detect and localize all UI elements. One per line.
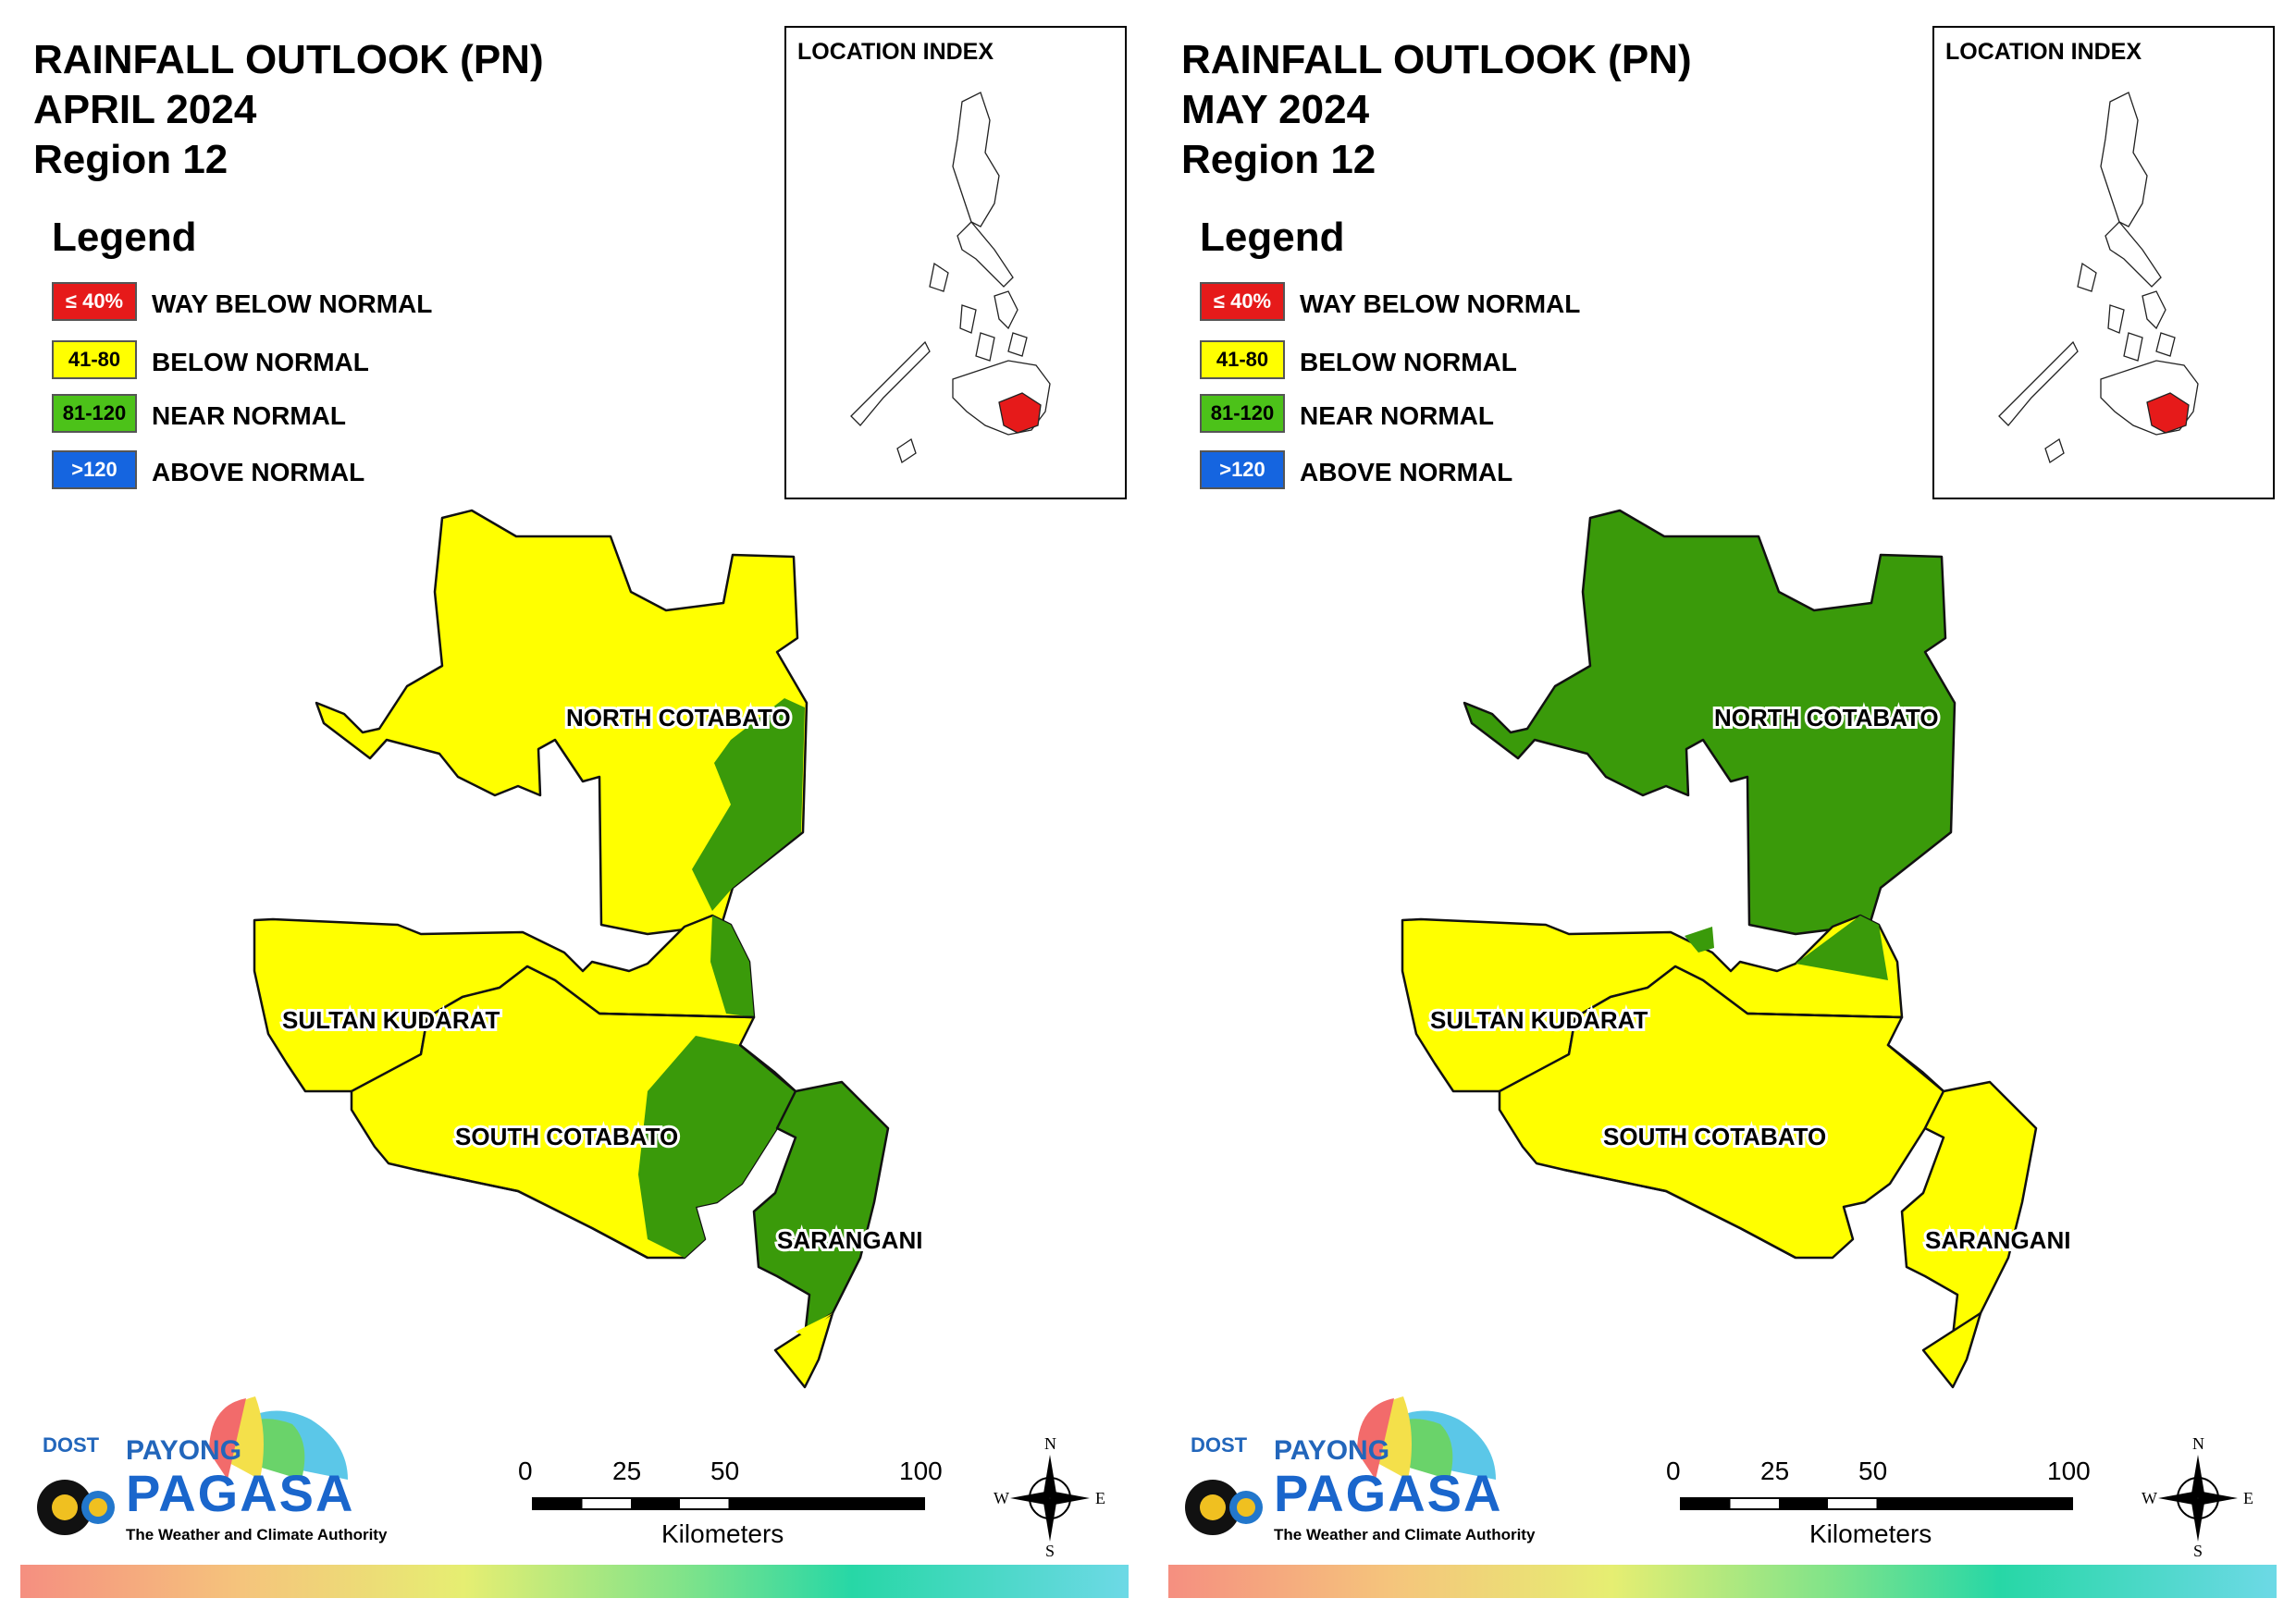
scale-bar: 0 25 50 100 Kilometers <box>1666 1457 2092 1568</box>
label-south-cotabato: SOUTH COTABATO <box>455 1123 678 1150</box>
legend-label: ABOVE NORMAL <box>1300 458 1513 486</box>
legend-item-way-below: ≤ 40% WAY BELOW NORMAL <box>52 282 440 323</box>
province-north-cotabato-near-normal <box>692 698 805 911</box>
pagasa-logo: DOST PAYONG PAGASA The Weather and Clima… <box>1181 1387 1542 1563</box>
map-title: RAINFALL OUTLOOK (PN) MAY 2024 Region 12 <box>1181 35 1692 185</box>
logo-tagline: The Weather and Climate Authority <box>126 1526 388 1543</box>
legend-label: NEAR NORMAL <box>152 401 346 430</box>
compass-n: N <box>1044 1434 1056 1453</box>
compass-s: S <box>2193 1542 2203 1560</box>
legend-item-above: >120 ABOVE NORMAL <box>52 450 440 491</box>
legend-item-below: 41-80 BELOW NORMAL <box>52 340 440 381</box>
legend-item-near: 81-120 NEAR NORMAL <box>1200 394 1588 435</box>
legend-label: BELOW NORMAL <box>1300 348 1517 376</box>
legend-label: WAY BELOW NORMAL <box>152 289 433 318</box>
legend-swatch: 81-120 <box>52 394 137 433</box>
scale-tick-25: 25 <box>612 1457 642 1485</box>
legend-swatch: >120 <box>1200 450 1285 489</box>
location-index-title: LOCATION INDEX <box>1945 39 2142 65</box>
scale-unit: Kilometers <box>661 1519 784 1548</box>
location-index: LOCATION INDEX <box>784 26 1127 499</box>
footer-gradient-bar <box>20 1565 1129 1598</box>
legend-item-below: 41-80 BELOW NORMAL <box>1200 340 1588 381</box>
philippines-index-map <box>850 92 1051 464</box>
logo-brand-top: PAYONG <box>126 1435 242 1466</box>
location-index-title: LOCATION INDEX <box>797 39 994 65</box>
logo-brand-main: PAGASA <box>1274 1464 1503 1522</box>
philippines-index-map <box>1998 92 2199 464</box>
title-line-2: APRIL 2024 <box>33 87 257 132</box>
legend-label: ABOVE NORMAL <box>152 458 365 486</box>
panel-may: RAINFALL OUTLOOK (PN) MAY 2024 Region 12… <box>1148 0 2296 1623</box>
logo-tagline: The Weather and Climate Authority <box>1274 1526 1536 1543</box>
legend-item-way-below: ≤ 40% WAY BELOW NORMAL <box>1200 282 1588 323</box>
scale-unit: Kilometers <box>1809 1519 1932 1548</box>
legend-swatch: 41-80 <box>52 340 137 379</box>
legend-label: WAY BELOW NORMAL <box>1300 289 1581 318</box>
scale-tick-100: 100 <box>899 1457 943 1485</box>
compass-e: E <box>1095 1489 1105 1507</box>
scale-tick-50: 50 <box>710 1457 740 1485</box>
label-sultan-kudarat: SULTAN KUDARAT <box>1430 1006 1648 1034</box>
label-north-cotabato: NORTH COTABATO <box>1714 704 1939 732</box>
legend-title: Legend <box>1200 215 1345 260</box>
compass-e: E <box>2243 1489 2253 1507</box>
compass-w: W <box>2142 1489 2157 1507</box>
north-arrow: N S W E <box>2142 1434 2253 1560</box>
legend-label: BELOW NORMAL <box>152 348 369 376</box>
legend-label: NEAR NORMAL <box>1300 401 1494 430</box>
logo-brand-main: PAGASA <box>126 1464 355 1522</box>
north-arrow: N S W E <box>994 1434 1105 1560</box>
province-sarangani <box>738 1043 890 1338</box>
legend-title: Legend <box>52 215 197 260</box>
umbrella-icon <box>37 1396 348 1535</box>
legend-item-above: >120 ABOVE NORMAL <box>1200 450 1588 491</box>
compass-icon <box>2158 1455 2238 1542</box>
compass-icon <box>1010 1455 1090 1542</box>
region12-map: NORTH COTABATO SULTAN KUDARAT SOUTH COTA… <box>1401 509 2073 1389</box>
title-line-3: Region 12 <box>33 137 228 182</box>
legend-swatch: ≤ 40% <box>52 282 137 321</box>
title-line-1: RAINFALL OUTLOOK (PN) <box>1181 37 1692 82</box>
logo-agency: DOST <box>43 1433 100 1457</box>
logo-brand-top: PAYONG <box>1274 1435 1390 1466</box>
scale-bar: 0 25 50 100 Kilometers <box>518 1457 944 1568</box>
panel-april: RAINFALL OUTLOOK (PN) APRIL 2024 Region … <box>20 26 1129 1598</box>
title-line-1: RAINFALL OUTLOOK (PN) <box>33 37 544 82</box>
legend-swatch: 41-80 <box>1200 340 1285 379</box>
scale-bar-graphic <box>532 1497 925 1510</box>
compass-s: S <box>1045 1542 1055 1560</box>
scale-tick-50: 50 <box>1858 1457 1888 1485</box>
title-line-3: Region 12 <box>1181 137 1376 182</box>
label-sarangani: SARANGANI <box>777 1226 922 1254</box>
province-sarangani <box>1886 1043 2038 1338</box>
label-sultan-kudarat: SULTAN KUDARAT <box>282 1006 500 1034</box>
scale-bar-graphic <box>1680 1497 2073 1510</box>
location-index: LOCATION INDEX <box>1932 26 2275 499</box>
province-north-cotabato <box>1463 509 1957 936</box>
logo-agency: DOST <box>1191 1433 1248 1457</box>
legend-swatch: >120 <box>52 450 137 489</box>
footer-gradient-bar <box>1168 1565 2277 1598</box>
legend-swatch: ≤ 40% <box>1200 282 1285 321</box>
umbrella-icon <box>1185 1396 1496 1535</box>
province-north-cotabato <box>315 509 809 936</box>
scale-tick-0: 0 <box>518 1457 533 1485</box>
scale-tick-100: 100 <box>2047 1457 2091 1485</box>
compass-w: W <box>994 1489 1009 1507</box>
scale-tick-0: 0 <box>1666 1457 1681 1485</box>
label-south-cotabato: SOUTH COTABATO <box>1603 1123 1826 1150</box>
legend-item-near: 81-120 NEAR NORMAL <box>52 394 440 435</box>
region12-map: NORTH COTABATO SULTAN KUDARAT SOUTH COTA… <box>253 509 925 1389</box>
legend-swatch: 81-120 <box>1200 394 1285 433</box>
pagasa-logo: DOST PAYONG PAGASA The Weather and Clima… <box>33 1387 394 1563</box>
scale-tick-25: 25 <box>1760 1457 1790 1485</box>
title-line-2: MAY 2024 <box>1181 87 1370 132</box>
label-sarangani: SARANGANI <box>1925 1226 2070 1254</box>
label-north-cotabato: NORTH COTABATO <box>566 704 791 732</box>
map-title: RAINFALL OUTLOOK (PN) APRIL 2024 Region … <box>33 35 544 185</box>
compass-n: N <box>2192 1434 2204 1453</box>
